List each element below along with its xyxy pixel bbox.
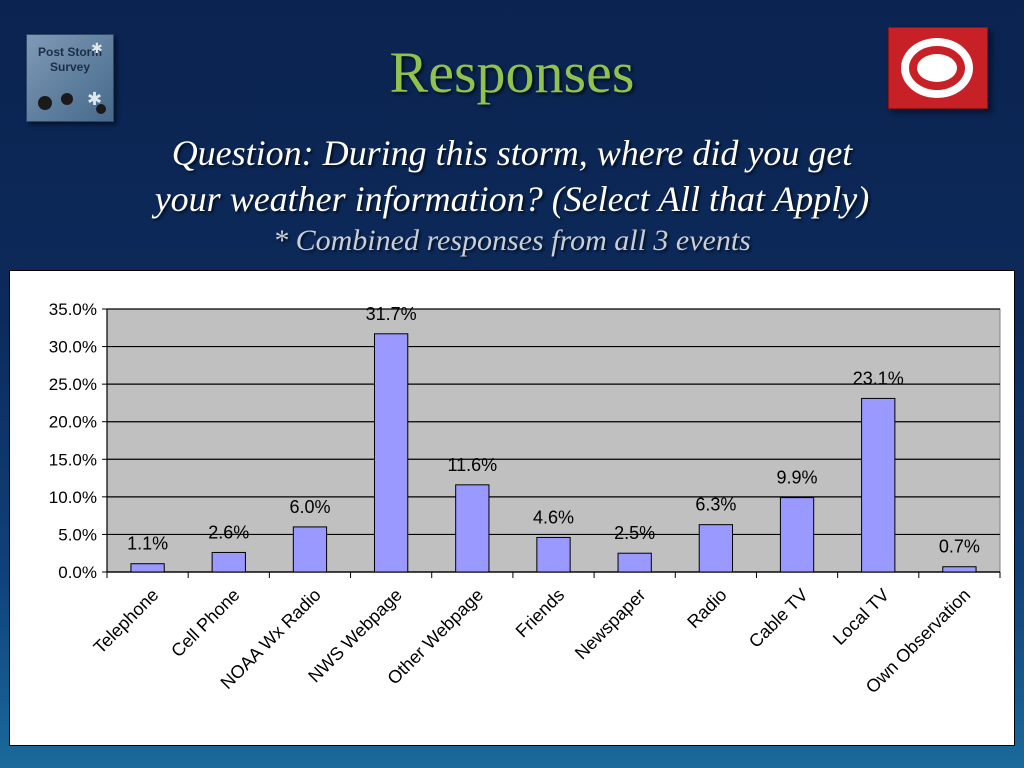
x-tick-label: Friends <box>512 585 569 642</box>
post-storm-survey-logo: Post Storm Survey ✱ ✱ <box>26 34 114 122</box>
page-title: Responses <box>389 40 635 105</box>
bar-cell-phone <box>211 551 246 573</box>
y-tick-label: 0.0% <box>58 563 97 582</box>
y-tick-label: 35.0% <box>49 300 97 319</box>
y-tick-label: 15.0% <box>49 450 97 469</box>
data-label: 23.1% <box>853 368 904 388</box>
x-tick-label: Cell Phone <box>167 585 243 661</box>
data-label: 11.6% <box>447 455 497 475</box>
data-label: 6.3% <box>695 495 736 515</box>
x-tick-label: Local TV <box>829 585 893 649</box>
x-tick-label: Telephone <box>90 585 163 658</box>
bar-telephone <box>130 563 165 573</box>
bar-friends <box>536 536 571 573</box>
bar-own-observation <box>942 566 977 573</box>
data-label: 4.6% <box>533 507 574 527</box>
data-label: 2.5% <box>614 523 655 543</box>
y-tick-label: 20.0% <box>49 413 97 432</box>
bar-newspaper <box>617 552 652 573</box>
bar-local-tv <box>861 397 896 573</box>
bar-noaa-wx-radio <box>292 526 328 573</box>
question-text: Question: During this storm, where did y… <box>60 130 964 222</box>
bar-other-webpage <box>455 484 490 573</box>
logo-left-line1: Post Storm <box>37 45 102 59</box>
x-tick-label: Radio <box>683 585 730 632</box>
y-tick-label: 5.0% <box>58 525 97 544</box>
svg-text:✱: ✱ <box>87 89 102 109</box>
data-label: 2.6% <box>208 522 249 542</box>
bar-radio <box>698 524 734 573</box>
question-line-2: your weather information? (Select All th… <box>154 179 870 219</box>
data-label: 1.1% <box>127 534 168 554</box>
y-tick-label: 30.0% <box>49 338 97 357</box>
bar-nws-webpage <box>373 333 409 573</box>
x-tick-label: Cable TV <box>745 585 812 652</box>
university-logo <box>888 27 988 109</box>
logo-left-text: Post Storm Survey <box>27 45 113 75</box>
data-label: 0.7% <box>939 537 980 557</box>
question-line-1: Question: During this storm, where did y… <box>171 133 853 173</box>
bar-cable-tv <box>779 497 815 573</box>
y-tick-label: 10.0% <box>49 488 97 507</box>
bar-chart: 0.0% 5.0% 10.0% 15.0% 20.0% 25.0% 30.0% 35.0% 1.… <box>49 300 1001 697</box>
storm-icon: ✱ ✱ <box>38 40 106 114</box>
data-label: 9.9% <box>777 468 818 488</box>
plot-area <box>106 308 1001 573</box>
logo-left-line2: Survey <box>49 60 91 74</box>
data-label: 6.0% <box>289 497 330 517</box>
x-tick-label: Newspaper <box>571 585 650 664</box>
data-label: 31.7% <box>366 304 417 324</box>
chart-frame: 0.0% 5.0% 10.0% 15.0% 20.0% 25.0% 30.0% 35.0% 1.… <box>9 270 1015 746</box>
y-tick-label: 25.0% <box>49 375 97 394</box>
combined-responses-note: * Combined responses from all 3 events <box>273 224 751 257</box>
svg-text:✱: ✱ <box>91 40 103 56</box>
scsu-logo-icon <box>901 38 973 98</box>
